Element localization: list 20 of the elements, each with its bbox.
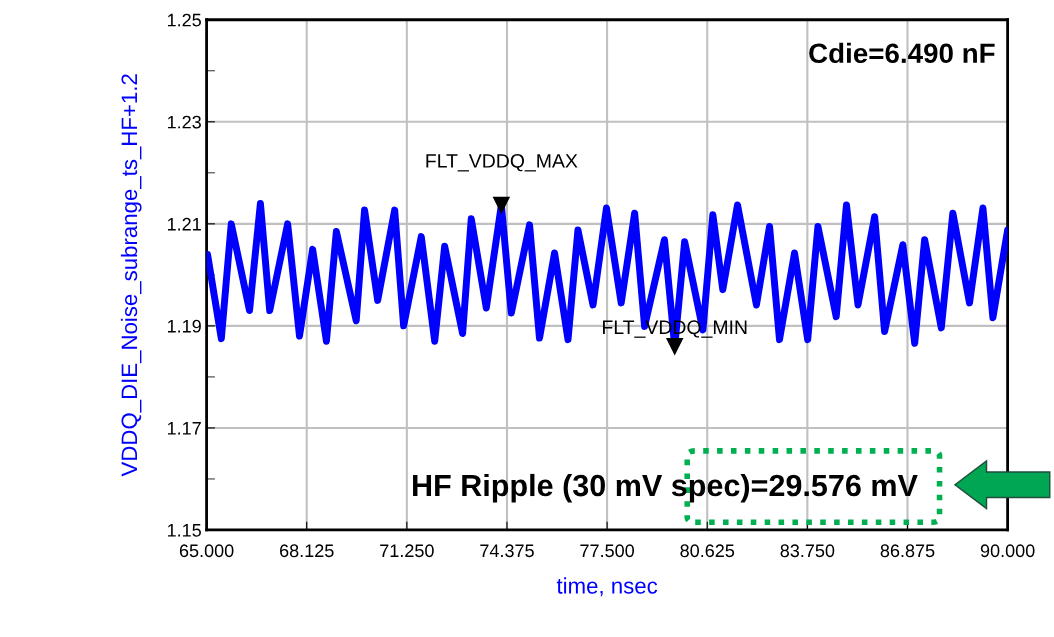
y-tick-label: 1.19 <box>167 319 201 333</box>
x-tick-label: 74.375 <box>480 544 534 558</box>
x-tick-label: 90.000 <box>980 544 1035 558</box>
x-tick-label: 86.875 <box>880 544 935 558</box>
annotation: Cdie=6.490 nF <box>809 42 995 64</box>
y-tick-label: 1.15 <box>167 524 201 537</box>
x-tick-label: 71.250 <box>380 544 434 558</box>
x-tick-label: 65.000 <box>179 544 234 558</box>
x-tick-label: 68.125 <box>280 544 334 558</box>
x-axis-title: time, nsec <box>556 577 658 597</box>
y-tick-label: 1.25 <box>167 13 201 27</box>
x-tick-label: 80.625 <box>680 544 735 558</box>
y-tick-label: 1.17 <box>167 422 201 435</box>
y-tick-label: 1.23 <box>167 115 201 129</box>
annotation: FLT_VDDQ_MAX <box>426 154 578 172</box>
y-tick-label: 1.21 <box>167 217 201 231</box>
y-axis-title: VDDQ_DIE_Noise_subrange_ts_HF+1.2 <box>120 74 142 477</box>
annotation: HF Ripple (30 mV spec)=29.576 mV <box>413 473 918 503</box>
x-tick-label: 83.750 <box>780 544 835 558</box>
x-tick-label: 77.500 <box>580 544 635 558</box>
